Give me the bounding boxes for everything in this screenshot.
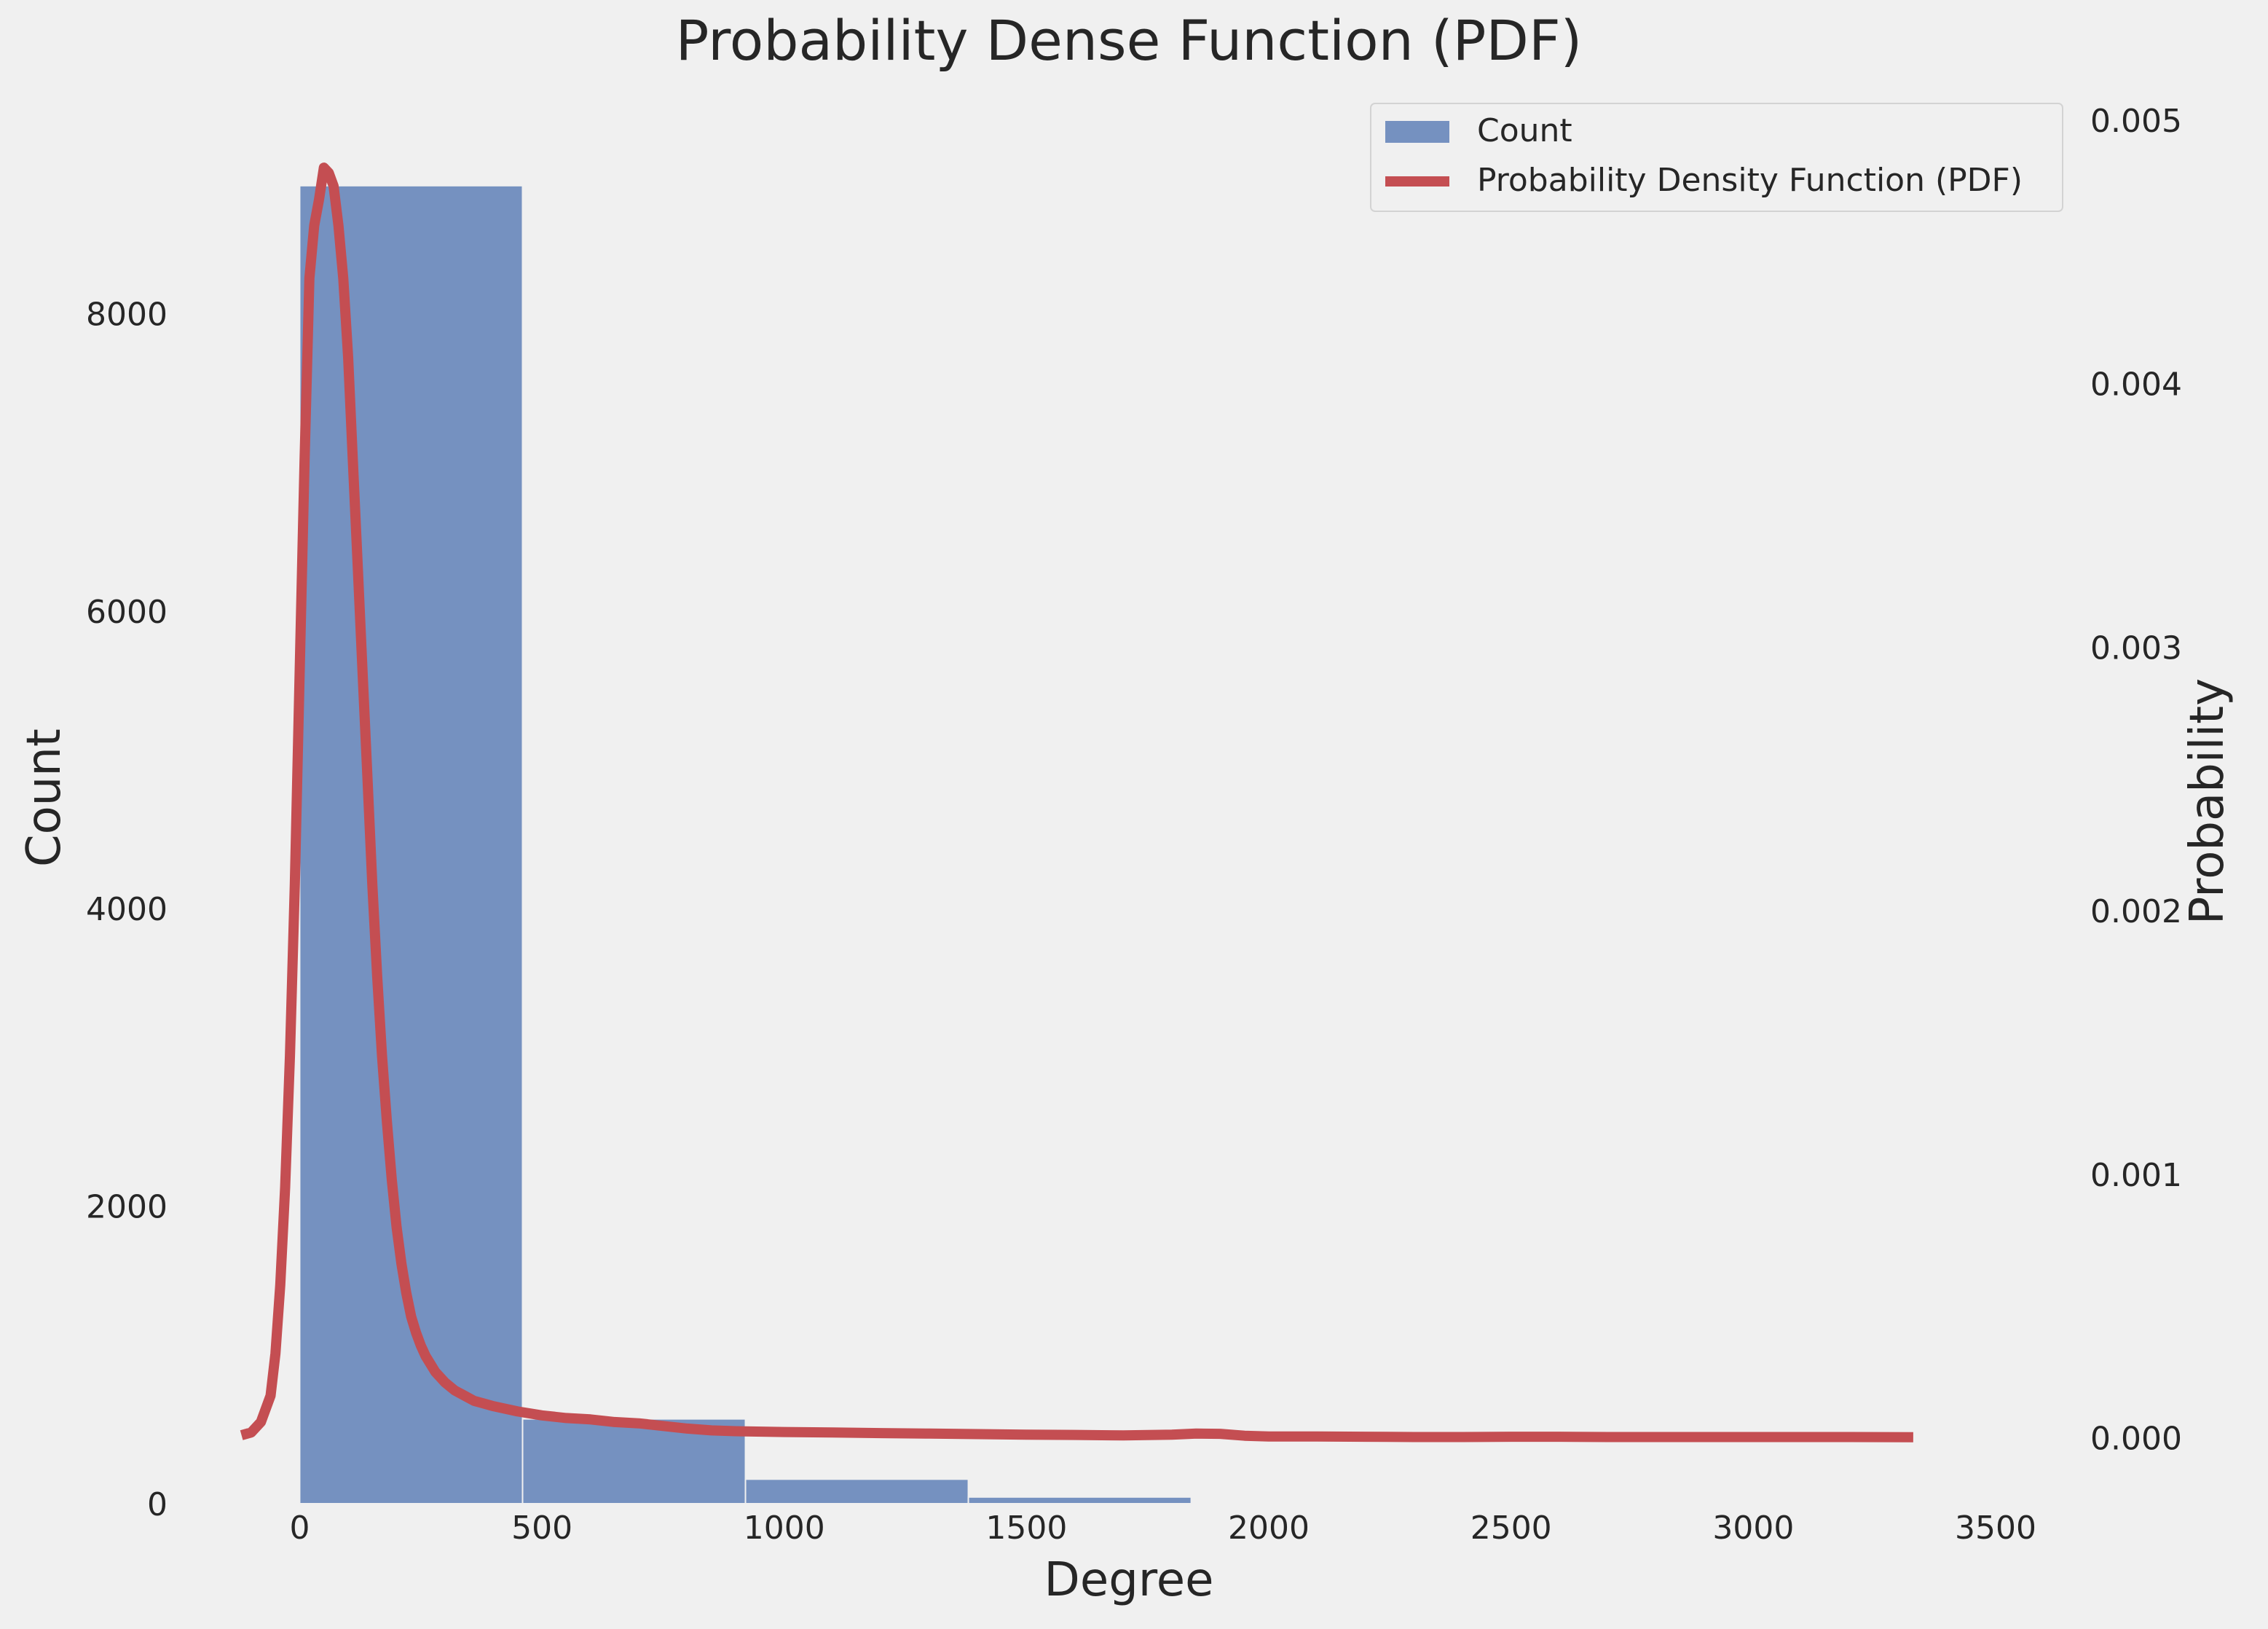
- x-axis-ticks: 0 500 1000 1500 2000 2500 3000 3500: [289, 1510, 2036, 1547]
- legend-pdf-label: Probability Density Function (PDF): [1477, 162, 2023, 199]
- right-y-tick-label: 0.002: [2090, 893, 2182, 930]
- x-tick-label: 500: [511, 1510, 572, 1547]
- histogram-bars: [299, 184, 1192, 1505]
- right-y-tick-label: 0.001: [2090, 1157, 2182, 1194]
- legend-frame: [1370, 103, 2063, 212]
- right-y-tick-label: 0.005: [2090, 103, 2182, 140]
- pdf-line-group: [240, 162, 1913, 1442]
- x-tick-label: 3500: [1955, 1510, 2036, 1547]
- right-y-tick-label: 0.003: [2090, 629, 2182, 667]
- left-y-axis-ticks: 0 2000 4000 6000 8000: [86, 296, 168, 1523]
- left-y-tick-label: 6000: [86, 594, 168, 631]
- left-y-tick-label: 0: [147, 1486, 168, 1523]
- legend-count-swatch: [1385, 121, 1449, 143]
- left-y-tick-label: 8000: [86, 296, 168, 333]
- legend: Count Probability Density Function (PDF): [1370, 103, 2063, 212]
- left-y-tick-label: 2000: [86, 1189, 168, 1226]
- x-tick-label: 0: [289, 1510, 310, 1547]
- x-tick-label: 2000: [1228, 1510, 1310, 1547]
- x-tick-label: 1000: [744, 1510, 825, 1547]
- left-y-axis-label: Count: [17, 729, 71, 867]
- legend-count-label: Count: [1477, 112, 1572, 149]
- left-y-tick-label: 4000: [86, 891, 168, 928]
- histogram-bar-0: [299, 184, 524, 1504]
- x-tick-label: 1500: [985, 1510, 1067, 1547]
- chart-title: Probability Dense Function (PDF): [676, 8, 1583, 73]
- x-tick-label: 2500: [1470, 1510, 1552, 1547]
- x-axis-label: Degree: [1044, 1553, 1214, 1607]
- histogram-bar-3: [967, 1496, 1192, 1504]
- histogram-bar-2: [744, 1478, 969, 1505]
- pdf-line: [240, 162, 1913, 1442]
- right-y-tick-label: 0.000: [2090, 1421, 2182, 1458]
- right-y-axis-ticks: 0.000 0.001 0.002 0.003 0.004 0.005: [2090, 103, 2182, 1458]
- right-y-axis-label: Probability: [2181, 678, 2234, 925]
- x-tick-label: 3000: [1712, 1510, 1794, 1547]
- right-y-tick-label: 0.004: [2090, 366, 2182, 404]
